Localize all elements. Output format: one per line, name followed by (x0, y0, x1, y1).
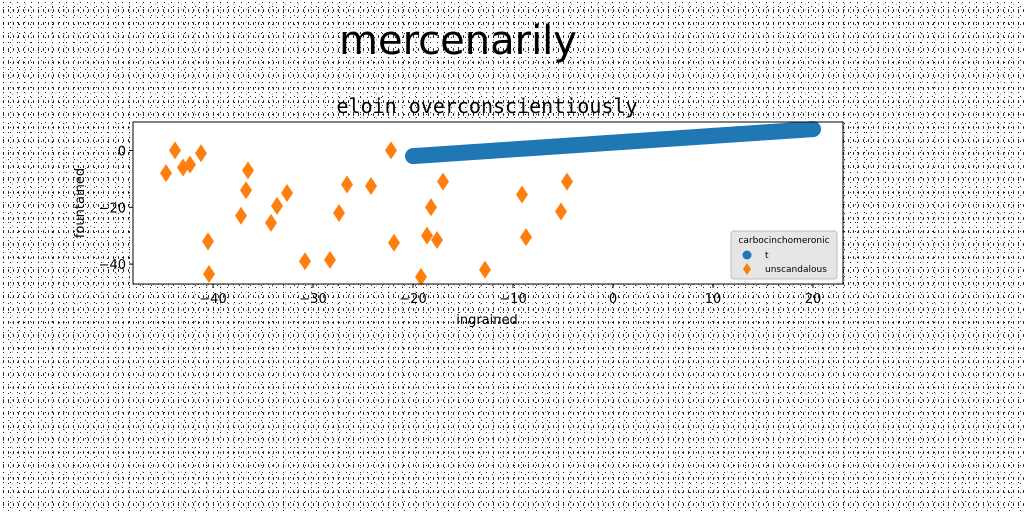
series-unscandalous-point (324, 250, 336, 269)
series-unscandalous-point (388, 233, 400, 252)
series-unscandalous-point (195, 144, 207, 163)
series-unscandalous-point (184, 155, 196, 174)
y-tick-label: −20 (99, 201, 126, 216)
series-unscandalous-point (271, 196, 283, 215)
series-unscandalous-point (555, 202, 567, 221)
series-unscandalous-point (520, 228, 532, 247)
series-unscandalous-point (425, 198, 437, 217)
series-t-point (805, 121, 821, 138)
legend-label-t: t (765, 251, 769, 261)
x-axis-label: ingrained (456, 313, 518, 328)
legend: carbocinchomeronic t unscandalous (730, 230, 838, 280)
x-tick-label: −30 (299, 292, 326, 307)
y-axis-label: fountained (73, 168, 88, 238)
series-unscandalous-point (242, 161, 254, 180)
series-unscandalous-point (385, 141, 397, 160)
series-unscandalous-point (299, 252, 311, 271)
series-unscandalous-point (202, 232, 214, 251)
series-unscandalous-point (431, 230, 443, 249)
legend-label-unscandalous: unscandalous (765, 265, 827, 275)
x-tick-label: 0 (609, 292, 617, 307)
series-unscandalous-point (265, 213, 277, 232)
x-tick-label: −40 (199, 292, 226, 307)
series-unscandalous-point (203, 265, 215, 284)
series-unscandalous-point (479, 260, 491, 279)
series-unscandalous-point (240, 181, 252, 200)
figure-suptitle: mercenarily (339, 18, 577, 64)
axes-frame (132, 121, 844, 285)
series-unscandalous-point (421, 226, 433, 245)
y-tick-label: 0 (118, 144, 126, 159)
plot-area: −40 −30 −20 −10 0 10 20 −40 −20 0 (99, 121, 844, 307)
series-unscandalous-point (169, 141, 181, 160)
x-tick-label: −20 (399, 292, 426, 307)
chart-title: eloin overconscientiously (336, 94, 637, 118)
y-tick-label: −40 (99, 258, 126, 273)
series-unscandalous-point (160, 164, 172, 183)
series-unscandalous-point (415, 267, 427, 286)
series-unscandalous-point (365, 176, 377, 195)
legend-box (730, 230, 838, 280)
x-tick-label: 10 (705, 292, 722, 307)
series-unscandalous-point (437, 172, 449, 191)
series-unscandalous-point (341, 175, 353, 194)
series-unscandalous-point (516, 185, 528, 204)
legend-marker-t (742, 250, 752, 260)
series-unscandalous-point (333, 203, 345, 222)
x-tick-label: 20 (805, 292, 822, 307)
legend-title: carbocinchomeronic (738, 236, 829, 246)
legend-marker-unscandalous (743, 263, 751, 275)
series-unscandalous-point (561, 172, 573, 191)
series-unscandalous-point (235, 206, 247, 225)
x-tick-label: −10 (499, 292, 526, 307)
series-unscandalous-point (281, 184, 293, 203)
